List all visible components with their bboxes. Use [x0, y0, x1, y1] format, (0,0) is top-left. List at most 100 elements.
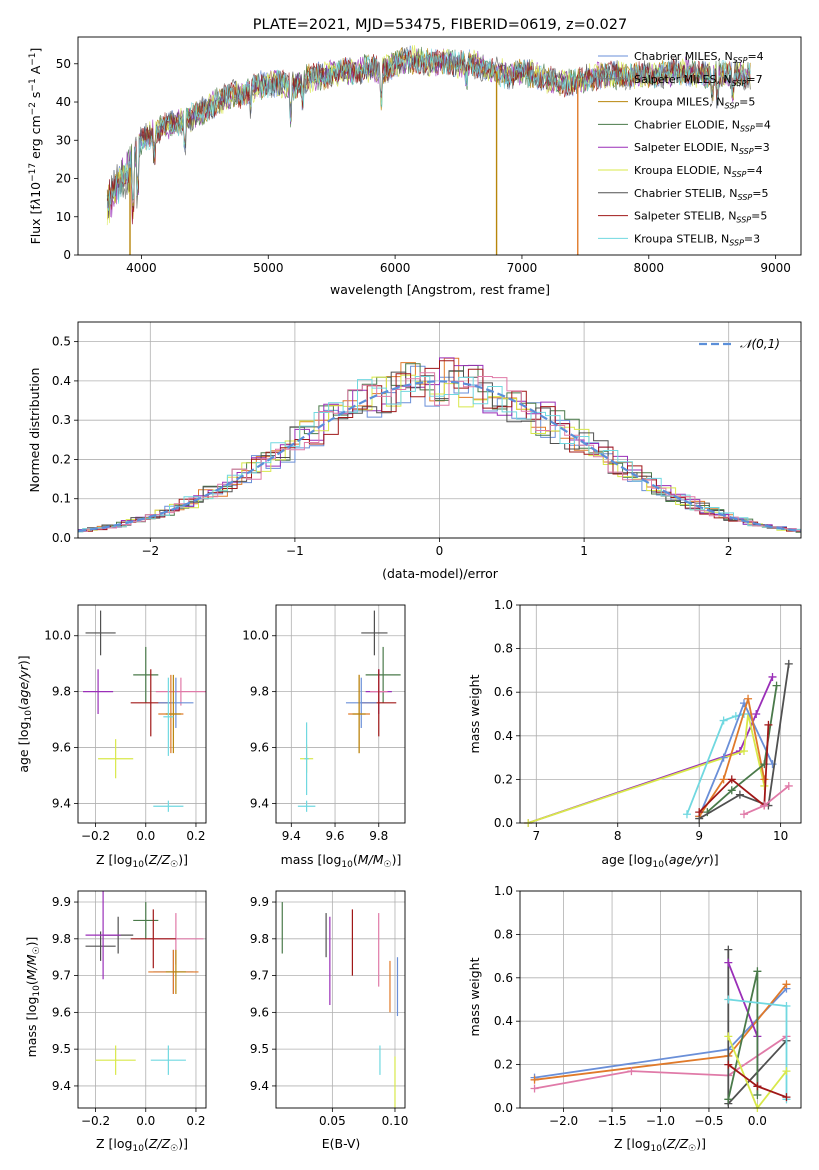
- x-tick-label: −0.5: [694, 1114, 723, 1128]
- x-tick-label: 5000: [253, 261, 284, 275]
- x-tick-label: 8: [614, 829, 622, 843]
- weight-series-line: [686, 713, 745, 815]
- axes-frame: [519, 604, 802, 824]
- y-tick-label: 0.8: [494, 642, 513, 656]
- weight-series-line: [743, 785, 790, 816]
- error-bar-point: [361, 610, 388, 656]
- y-tick-label: 0.3: [52, 413, 71, 427]
- spectrum-lines: [106, 45, 751, 255]
- x-tick-label: 9.4: [282, 829, 301, 843]
- weight-point-marker: [724, 995, 733, 1004]
- weight-series-line: [527, 713, 766, 824]
- weight-vs-age-xlabel: age [log10(age/yr)]: [601, 852, 718, 870]
- y-tick-label: 50: [56, 57, 71, 71]
- weight-series: [724, 967, 762, 1104]
- x-tick-label: −1.0: [646, 1114, 675, 1128]
- y-tick-label: 0.4: [494, 729, 513, 743]
- weight-point-marker: [784, 659, 793, 668]
- x-tick-label: 6000: [380, 261, 411, 275]
- legend-label: Kroupa ELODIE, NSSP=4: [634, 164, 763, 179]
- x-tick-label: 0.0: [136, 1114, 155, 1128]
- axes-frame: [77, 604, 207, 824]
- spectrum-xlabel: wavelength [Angstrom, rest frame]: [330, 282, 550, 297]
- y-tick-label: 9.8: [250, 932, 269, 946]
- spectrum-panel: PLATE=2021, MJD=53475, FIBERID=0619, z=0…: [28, 17, 802, 297]
- y-tick-label: 9.6: [52, 1005, 71, 1019]
- weight-point-marker: [739, 747, 748, 756]
- weight-vs-age-panel: 7 8 9 10 0.0 0.2 0.4 0.6 0.8 1.0 age [log10(age/y…: [467, 598, 802, 870]
- y-tick-label: 0.0: [52, 531, 71, 545]
- error-bar-point: [95, 1045, 136, 1075]
- y-tick-label: 9.8: [52, 932, 71, 946]
- axes-frame: [275, 890, 406, 1109]
- axes-frame: [519, 890, 802, 1109]
- error-bar-point: [153, 800, 184, 812]
- y-tick-label: 30: [56, 133, 71, 147]
- x-tick-label: 9.6: [325, 829, 344, 843]
- x-tick-label: 7000: [507, 261, 538, 275]
- y-tick-label: 0.0: [494, 816, 513, 830]
- y-tick-label: 9.6: [52, 741, 71, 755]
- legend-label: 𝒩(0,1): [740, 337, 780, 351]
- error-bar-point: [85, 610, 116, 656]
- mass-vs-ebv-xlabel: E(B-V): [322, 1136, 361, 1151]
- x-tick-label: 0.0: [136, 829, 155, 843]
- weight-point-marker: [760, 801, 769, 810]
- x-tick-label: 9000: [760, 261, 791, 275]
- error-bar-point: [304, 722, 309, 796]
- weight-point-marker: [627, 1067, 636, 1076]
- error-bar-point: [150, 1045, 186, 1075]
- x-tick-label: 0: [436, 544, 444, 558]
- y-tick-label: 1.0: [494, 884, 513, 898]
- y-tick-label: 10.0: [242, 629, 269, 643]
- normal-curve: [78, 380, 801, 533]
- y-tick-label: 0.4: [52, 374, 71, 388]
- error-bar-point: [83, 669, 114, 714]
- x-tick-label: 0.2: [186, 829, 205, 843]
- y-tick-label: 9.6: [250, 741, 269, 755]
- x-tick-label: 0.10: [382, 1114, 409, 1128]
- weight-point-marker: [782, 1093, 791, 1102]
- x-tick-label: 9.8: [369, 829, 388, 843]
- x-tick-label: 7: [532, 829, 540, 843]
- x-tick-label: 1: [580, 544, 588, 558]
- mass-vs-ebv-panel: 0.05 0.10 9.4 9.5 9.6 9.7 9.8 9.9 E(B-V): [250, 890, 409, 1151]
- y-tick-label: 0.6: [494, 685, 513, 699]
- weight-point-marker: [735, 790, 744, 799]
- x-tick-label: −1.5: [597, 1114, 626, 1128]
- error-bar-point: [133, 646, 159, 703]
- age-vs-mass-panel: 9.4 9.6 9.8 9.4 9.6 9.8 10.0 mass [log10(M/M☉)…: [242, 604, 406, 870]
- x-tick-label: −2: [141, 544, 159, 558]
- weight-point-marker: [739, 810, 748, 819]
- weight-point-marker: [530, 1075, 539, 1084]
- age-vs-mass-xlabel: mass [log10(M/M☉)]: [281, 852, 402, 870]
- weight-point-marker: [768, 672, 777, 681]
- x-tick-label: −1: [286, 544, 304, 558]
- error-bar-point: [98, 739, 134, 779]
- axes-frame: [275, 604, 406, 824]
- weight-point-marker: [530, 1084, 539, 1093]
- error-bar-point: [352, 674, 366, 754]
- y-tick-label: 9.4: [52, 1079, 71, 1093]
- y-tick-label: 0.2: [52, 452, 71, 466]
- y-tick-label: 1.0: [494, 598, 513, 612]
- error-bar-point: [133, 902, 159, 939]
- weight-point-marker: [719, 716, 728, 725]
- axes-frame: [77, 890, 207, 1109]
- legend-label: Salpeter STELIB, NSSP=5: [634, 210, 767, 225]
- weight-series: [524, 672, 777, 827]
- weight-point-marker: [719, 753, 728, 762]
- histogram-step-line: [78, 372, 801, 532]
- y-tick-label: 0.0: [494, 1101, 513, 1115]
- error-bar-point: [163, 677, 174, 756]
- residual-panel: −2 −1 0 1 2 0.0 0.1 0.2 0.3 0.4 0.5 𝒩(0,1) (data-mo…: [27, 321, 802, 581]
- error-bar-point: [297, 800, 316, 812]
- weight-point-marker: [782, 1002, 791, 1011]
- x-tick-label: 0.2: [186, 1114, 205, 1128]
- weight-point-marker: [724, 1060, 733, 1069]
- weight-vs-age-ylabel: mass weight: [467, 674, 482, 753]
- weight-series: [524, 710, 769, 827]
- weight-series: [739, 781, 793, 819]
- y-tick-label: 9.4: [250, 796, 269, 810]
- x-tick-label: 4000: [126, 261, 157, 275]
